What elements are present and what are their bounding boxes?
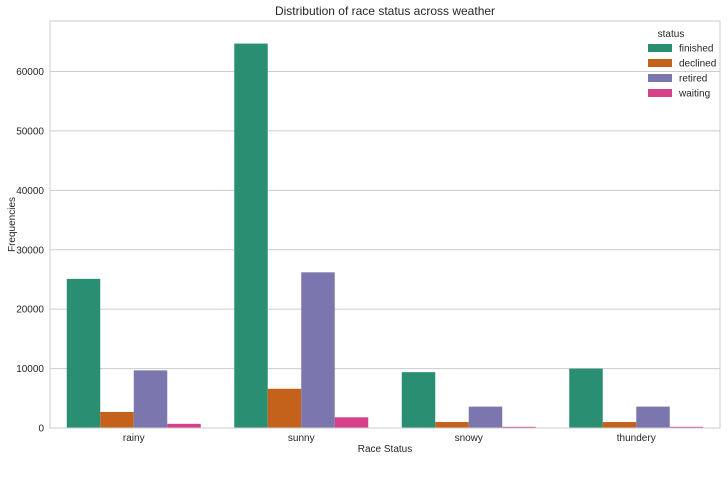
- x-tick-labels: rainy sunny snowy thundery: [123, 433, 656, 444]
- legend-swatch-declined: [648, 59, 672, 67]
- bar-waiting-thundery: [669, 426, 704, 428]
- y-tick-label: 0: [38, 424, 44, 435]
- x-tick-label: thundery: [617, 433, 656, 444]
- bar-waiting-sunny: [334, 417, 369, 428]
- y-tick-label: 50000: [16, 126, 44, 137]
- y-tick-label: 40000: [16, 186, 44, 197]
- legend: status finished declined retired waiting: [648, 29, 716, 100]
- legend-label-waiting: waiting: [678, 89, 710, 100]
- x-axis-label: Race Status: [358, 444, 412, 455]
- legend-swatch-retired: [648, 74, 672, 82]
- y-tick-label: 30000: [16, 245, 44, 256]
- bar-retired-thundery: [636, 406, 670, 428]
- y-tick-label: 20000: [16, 305, 44, 316]
- bar-finished-snowy: [401, 372, 436, 428]
- x-tick-label: rainy: [123, 433, 145, 444]
- bar-retired-rainy: [133, 370, 168, 428]
- legend-label-finished: finished: [679, 44, 713, 55]
- x-tick-label: snowy: [455, 433, 483, 444]
- legend-title: status: [658, 29, 685, 40]
- bar-finished-sunny: [234, 43, 268, 429]
- bar-finished-thundery: [569, 368, 603, 428]
- legend-label-retired: retired: [679, 74, 707, 85]
- legend-swatch-finished: [648, 44, 672, 52]
- plot-frame: [49, 20, 721, 429]
- y-tick-label: 10000: [16, 364, 44, 375]
- bar-retired-sunny: [301, 272, 335, 428]
- bar-retired-snowy: [468, 406, 503, 428]
- y-axis-label: Frequencies: [7, 197, 18, 252]
- y-tick-labels: 0 10000 20000 30000 40000 50000 60000: [16, 67, 44, 434]
- grid: [50, 71, 720, 429]
- bar-declined-rainy: [100, 411, 134, 428]
- bars: [66, 43, 704, 429]
- bar-declined-sunny: [267, 388, 302, 428]
- bar-waiting-rainy: [167, 423, 201, 428]
- y-tick-label: 60000: [16, 67, 44, 78]
- legend-swatch-waiting: [648, 89, 672, 97]
- bar-finished-rainy: [66, 278, 101, 428]
- x-tick-label: sunny: [288, 433, 315, 444]
- bar-declined-thundery: [602, 422, 637, 428]
- bar-declined-snowy: [435, 422, 469, 428]
- bar-waiting-snowy: [502, 426, 536, 428]
- chart-title: Distribution of race status across weath…: [275, 4, 495, 18]
- legend-label-declined: declined: [679, 59, 716, 70]
